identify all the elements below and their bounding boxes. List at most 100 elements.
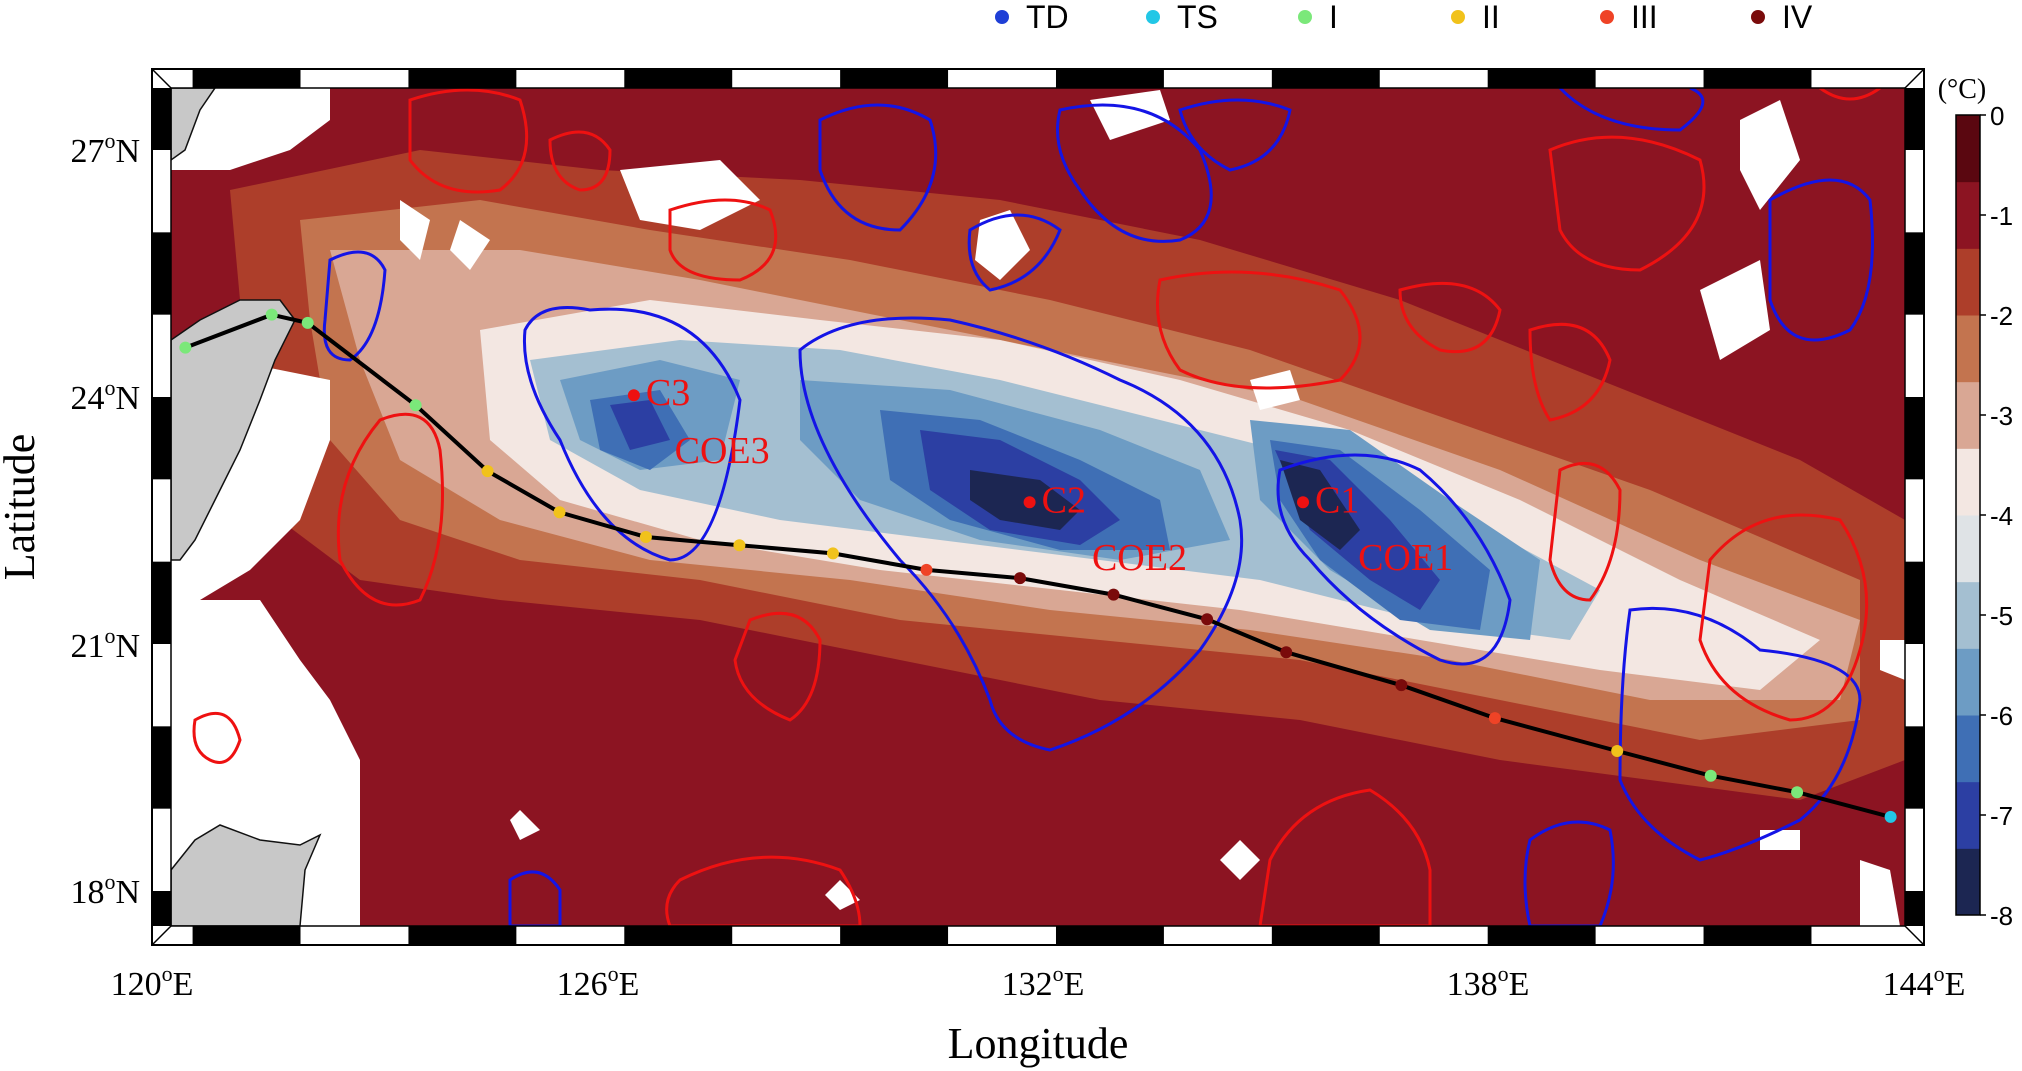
- track-point-iii: [1488, 712, 1501, 725]
- frame-corner: [1904, 925, 1925, 946]
- frame-checker-top: [624, 69, 733, 88]
- eddy-label-c1: C1: [1315, 479, 1359, 521]
- legend-item-iv: IV: [1751, 0, 1813, 35]
- frame-checker-top: [1703, 69, 1812, 88]
- typhoon-track-points: [179, 308, 1897, 823]
- legend-label: III: [1631, 0, 1658, 35]
- track-point-i: [179, 341, 192, 354]
- legend-label: IV: [1782, 0, 1813, 35]
- frame-checker-right: [1905, 232, 1924, 315]
- eddy-label-c2: C2: [1042, 479, 1086, 521]
- frame-checker-right: [1905, 561, 1924, 644]
- legend-item-i: I: [1298, 0, 1338, 35]
- anticyclonic-eddy-contours: [192, 88, 1881, 926]
- frame-checker-bottom: [192, 926, 301, 945]
- legend-marker: [1751, 10, 1765, 24]
- track-point-iv: [1395, 679, 1408, 692]
- colorbar-tick-label: -1: [1990, 201, 2013, 231]
- legend-marker: [1600, 10, 1614, 24]
- track-point-iv: [1280, 646, 1293, 659]
- eddy-label-coe1: COE1: [1358, 537, 1453, 579]
- eddy-label-coe3: COE3: [675, 430, 770, 472]
- cyclonic-eddy-contours: [322, 88, 1874, 926]
- colorbar-block: [1956, 648, 1980, 716]
- colorbar-block: [1956, 448, 1980, 516]
- colorbar: (°C) 0 -1 -2 -3 -4 -5 -6 -7 -8: [1938, 74, 2013, 931]
- frame-checker-left: [152, 561, 171, 644]
- colorbar-block: [1956, 715, 1980, 783]
- frame-corner: [1904, 68, 1925, 89]
- sst-band-navy: [970, 460, 1360, 550]
- colorbar-tick-label: -3: [1990, 401, 2013, 431]
- frame-checker-left: [152, 726, 171, 809]
- track-point-ii: [639, 530, 652, 543]
- typhoon-track-line: [184, 312, 1892, 819]
- frame-checker-bottom: [1055, 926, 1164, 945]
- colorbar-tick-label: 0: [1990, 101, 2004, 131]
- eddy-center-marker: [1023, 496, 1036, 509]
- eddy-label-coe2: COE2: [1092, 537, 1187, 579]
- frame-checker-bottom: [1487, 926, 1596, 945]
- legend-item-ts: TS: [1146, 0, 1218, 35]
- x-axis-ticks: 120oE 126oE 132oE 138oE 144oE: [111, 961, 1966, 1003]
- y-axis-label: Latitude: [0, 434, 44, 581]
- frame-checker-left: [152, 88, 171, 150]
- legend-marker: [1146, 10, 1160, 24]
- track-point-iv: [1201, 613, 1214, 626]
- track-point-ii: [553, 506, 566, 519]
- sst-contour-field: [171, 88, 1905, 926]
- legend-label: II: [1482, 0, 1500, 35]
- track-point-i: [301, 316, 314, 329]
- legend-label: TD: [1026, 0, 1069, 35]
- frame-checker-left: [152, 397, 171, 480]
- inner-border: [170, 87, 1906, 927]
- colorbar-block: [1956, 848, 1980, 916]
- colorbar-block: [1956, 115, 1980, 183]
- y-axis-ticks: 27oN 24oN 21oN 18oN: [70, 128, 140, 911]
- x-axis-label: Longitude: [948, 1019, 1129, 1068]
- colorbar-color-blocks: [1956, 115, 1980, 916]
- frame-checker-bottom: [1271, 926, 1380, 945]
- colorbar-tick-label: -8: [1990, 901, 2013, 931]
- track-point-i: [409, 399, 422, 412]
- eddy-label-c3: C3: [646, 372, 690, 414]
- colorbar-tick-label: -4: [1990, 501, 2013, 531]
- legend-item-td: TD: [995, 0, 1069, 35]
- track-point-iv: [1014, 572, 1027, 585]
- track-point-i: [1791, 786, 1804, 799]
- track-point-ii: [826, 547, 839, 560]
- colorbar-ticks: 0 -1 -2 -3 -4 -5 -6 -7 -8: [1980, 101, 2013, 931]
- track-point-i: [265, 308, 278, 321]
- legend-marker: [995, 10, 1009, 24]
- frame-checker-right: [1905, 397, 1924, 480]
- frame-corner: [151, 925, 172, 946]
- legend-label: I: [1329, 0, 1338, 35]
- china-coast-land: [171, 88, 216, 161]
- frame-checker-left: [152, 232, 171, 315]
- frame-checker-top: [192, 69, 301, 88]
- frame-checker-right: [1905, 891, 1924, 926]
- frame-checker-top: [408, 69, 517, 88]
- track-point-ii: [1611, 745, 1624, 758]
- outer-border: [151, 68, 1925, 946]
- map-frame: [151, 68, 1925, 946]
- colorbar-block: [1956, 181, 1980, 249]
- intensity-legend: TD TS I II III IV: [995, 0, 1813, 35]
- x-tick-label: 144oE: [1883, 961, 1966, 1003]
- frame-checker-top: [1487, 69, 1596, 88]
- x-tick-label: 126oE: [557, 961, 640, 1003]
- track-point-ii: [733, 539, 746, 552]
- track-point-ii: [481, 465, 494, 478]
- y-tick-label: 21oN: [70, 623, 140, 665]
- track-point-iv: [1107, 588, 1120, 601]
- y-tick-label: 18oN: [70, 869, 140, 911]
- frame-checker-right: [1905, 88, 1924, 150]
- colorbar-unit: (°C): [1938, 74, 1987, 105]
- frame-checker-bottom: [1703, 926, 1812, 945]
- frame-checker-bottom: [408, 926, 517, 945]
- eddy-center-marker: [1297, 496, 1310, 509]
- track-point-iii: [920, 563, 933, 576]
